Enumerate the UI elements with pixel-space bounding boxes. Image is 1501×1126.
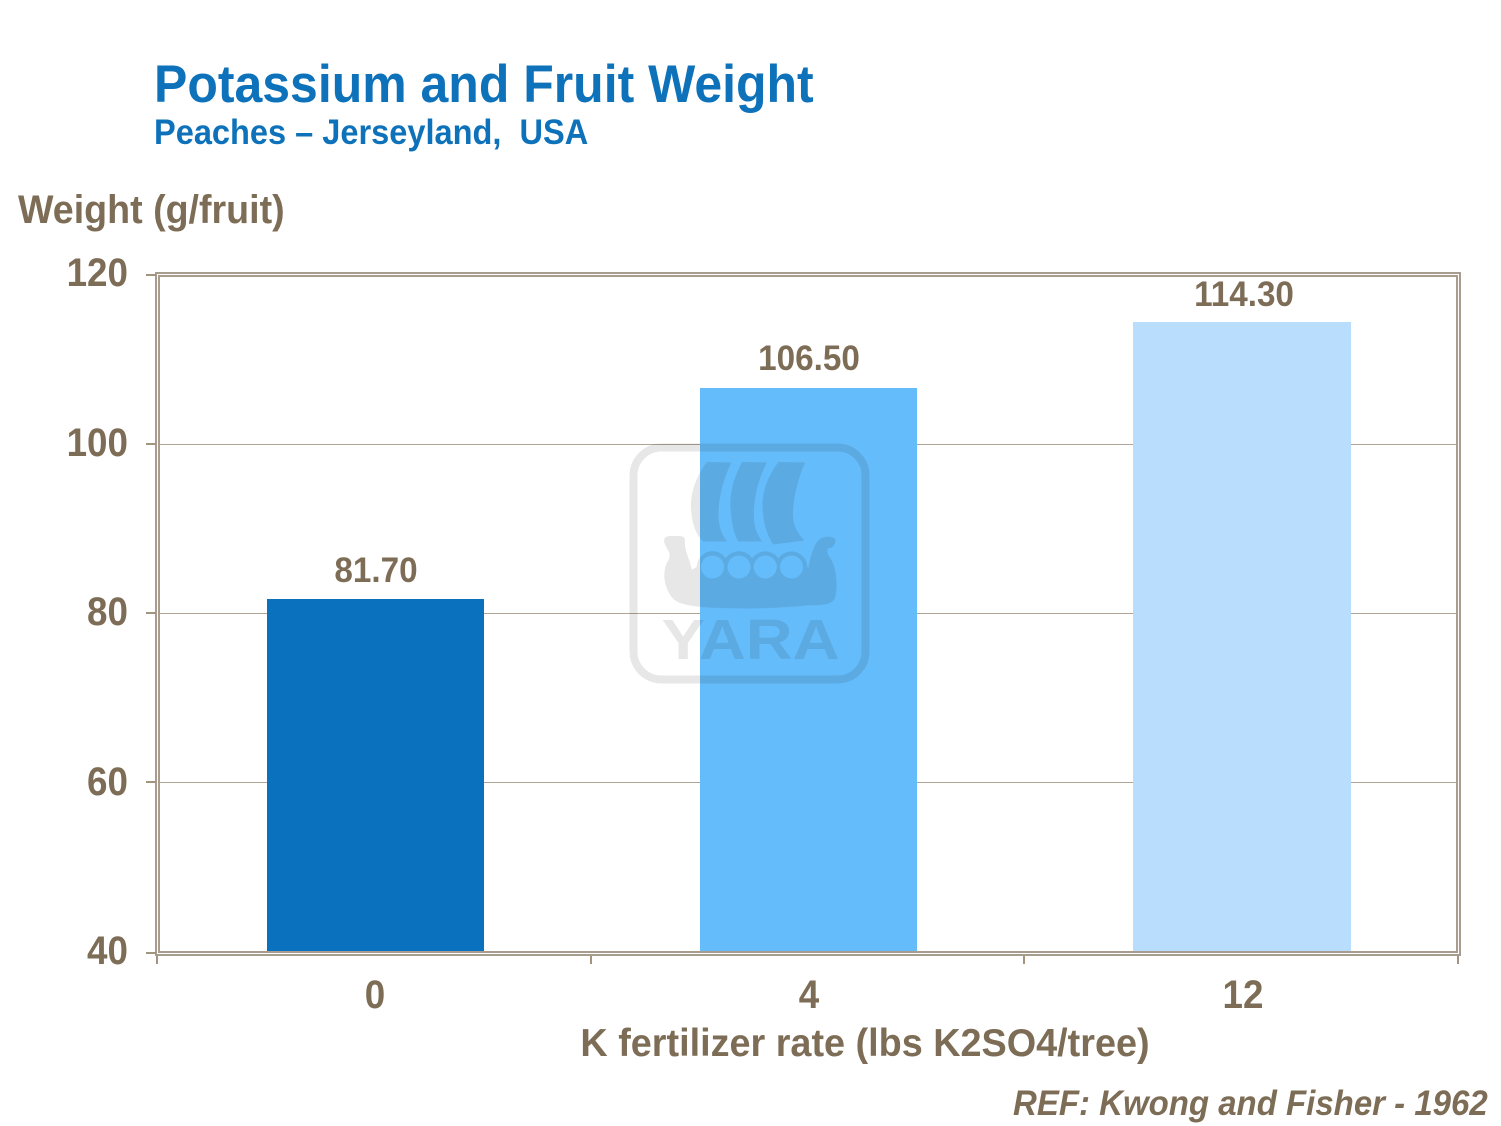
svg-text:YARA: YARA (662, 608, 840, 672)
